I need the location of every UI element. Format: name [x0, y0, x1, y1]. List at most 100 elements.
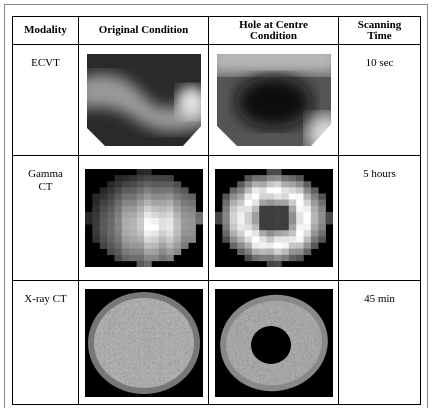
- pixel: [151, 187, 159, 193]
- pixel: [188, 236, 196, 242]
- pixel: [266, 200, 274, 206]
- pixel: [281, 255, 289, 261]
- pixel: [151, 224, 159, 230]
- pixel: [158, 230, 166, 236]
- pixel: [281, 230, 289, 236]
- pixel: [296, 243, 304, 249]
- pixel: [166, 187, 174, 193]
- pixel: [129, 243, 137, 249]
- pixel: [296, 224, 304, 230]
- results-table: Modality Original Condition Hole at Cent…: [12, 16, 421, 405]
- pixel: [229, 212, 237, 218]
- xray-hole: [215, 289, 333, 397]
- pixel: [107, 230, 115, 236]
- pixel: [129, 181, 137, 187]
- pixel: [144, 206, 152, 212]
- pixel: [166, 175, 174, 181]
- pixel: [144, 218, 152, 224]
- pixel: [99, 236, 107, 242]
- ecvt-original: [87, 54, 201, 146]
- pixel: [215, 218, 223, 224]
- pixel: [158, 206, 166, 212]
- pixel: [144, 243, 152, 249]
- pixel: [180, 194, 188, 200]
- pixel: [237, 212, 245, 218]
- pixel: [229, 206, 237, 212]
- pixel: [303, 224, 311, 230]
- pixel: [281, 218, 289, 224]
- pixel: [136, 169, 144, 175]
- pixel: [180, 236, 188, 242]
- pixel: [296, 230, 304, 236]
- pixel: [288, 236, 296, 242]
- pixel: [180, 243, 188, 249]
- pixel: [173, 206, 181, 212]
- pixel: [244, 224, 252, 230]
- pixel: [266, 187, 274, 193]
- pixel: [274, 200, 282, 206]
- ecvt-hole: [217, 54, 331, 146]
- pixel: [158, 224, 166, 230]
- pixel: [121, 181, 129, 187]
- pixel: [136, 249, 144, 255]
- pixel: [237, 206, 245, 212]
- pixel: [296, 194, 304, 200]
- pixel: [318, 218, 326, 224]
- pixel: [266, 224, 274, 230]
- pixel: [180, 187, 188, 193]
- pixel: [274, 249, 282, 255]
- pixel: [114, 181, 122, 187]
- header-cell: Original Condition: [79, 17, 209, 45]
- pixel: [158, 194, 166, 200]
- pixel: [274, 206, 282, 212]
- pixel: [288, 230, 296, 236]
- pixel: [244, 236, 252, 242]
- pixel: [266, 206, 274, 212]
- pixel: [325, 212, 332, 218]
- pixel: [151, 230, 159, 236]
- pixel: [229, 218, 237, 224]
- pixel: [288, 200, 296, 206]
- pixel: [303, 200, 311, 206]
- pixel: [136, 200, 144, 206]
- pixel: [244, 255, 252, 261]
- pixel: [107, 249, 115, 255]
- modality: X-ray CT: [13, 281, 79, 405]
- pixel: [151, 194, 159, 200]
- pixel: [144, 200, 152, 206]
- pixel: [107, 194, 115, 200]
- pixel: [259, 194, 267, 200]
- pixel: [281, 175, 289, 181]
- pixel: [107, 181, 115, 187]
- pixel: [244, 200, 252, 206]
- pixel: [251, 175, 259, 181]
- pixel: [188, 230, 196, 236]
- pixel: [180, 200, 188, 206]
- pixel: [237, 181, 245, 187]
- pixel: [281, 206, 289, 212]
- pixel: [303, 218, 311, 224]
- gamma-hole: [215, 169, 333, 267]
- pixel: [188, 218, 196, 224]
- pixel: [281, 249, 289, 255]
- pixel: [166, 230, 174, 236]
- pixel: [251, 230, 259, 236]
- pixel: [281, 187, 289, 193]
- pixel: [303, 212, 311, 218]
- pixel: [92, 206, 100, 212]
- pixel: [107, 243, 115, 249]
- scan-time: 10 sec: [339, 45, 421, 156]
- pixel: [144, 236, 152, 242]
- pixel: [303, 249, 311, 255]
- pixel: [310, 212, 318, 218]
- pixel: [222, 212, 230, 218]
- pixel: [274, 218, 282, 224]
- pixel: [180, 224, 188, 230]
- pixel: [222, 230, 230, 236]
- pixel: [229, 200, 237, 206]
- pixel: [251, 255, 259, 261]
- pixel: [121, 218, 129, 224]
- pixel: [114, 249, 122, 255]
- pixel: [129, 187, 137, 193]
- pixel: [274, 212, 282, 218]
